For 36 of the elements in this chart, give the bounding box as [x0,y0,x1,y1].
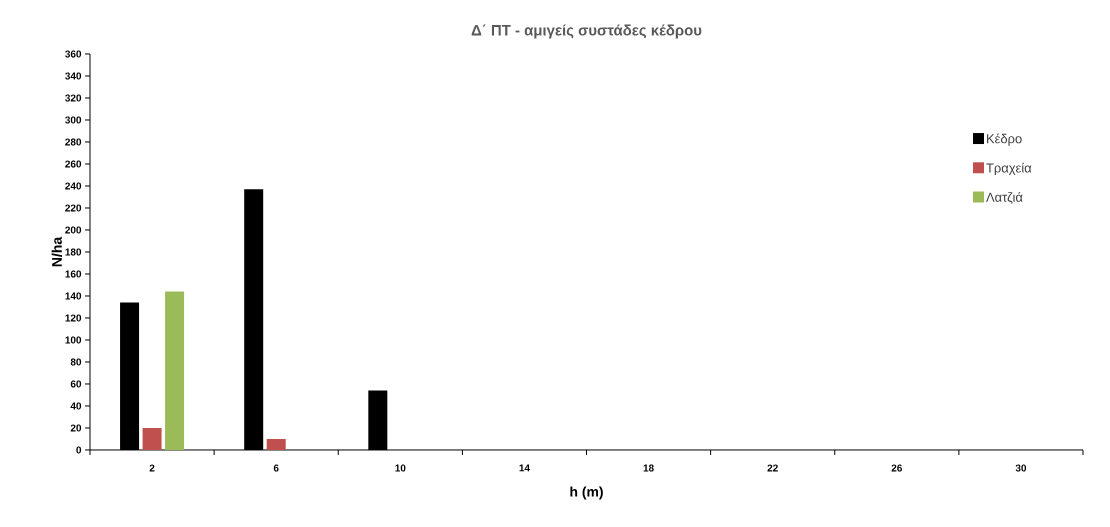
y-tick-label: 240 [65,182,82,190]
y-tick-label: 320 [65,94,82,102]
y-tick-label: 300 [65,116,82,124]
x-tick-label: 18 [643,464,654,472]
y-tick-label: 220 [65,204,82,212]
bar [266,438,286,450]
legend-label: Λατζιά [986,191,1023,204]
y-tick-label: 100 [65,336,82,344]
y-tick-label: 80 [70,358,82,366]
x-tick-label: 10 [395,464,406,472]
y-tick-label: 120 [65,314,82,322]
x-tick-label: 6 [273,464,279,472]
bar [165,291,185,450]
x-axis-title: h (m) [570,486,603,500]
x-tick-label: 22 [767,464,778,472]
x-tick-label: 26 [891,464,903,472]
chart-title: Δ΄ ΠΤ - αμιγείς συστάδες κέδρου [471,24,702,39]
y-tick-label: 140 [65,292,82,300]
legend-label: Κέδρο [987,133,1022,146]
legend-label: Τραχεία [986,162,1032,176]
y-tick-label: 280 [65,138,82,146]
y-tick-label: 360 [65,50,82,58]
x-tick-label: 14 [519,464,530,472]
y-tick-label: 160 [65,270,82,278]
x-tick-label: 30 [1015,464,1027,472]
y-tick-label: 0 [76,446,82,454]
y-tick-label: 200 [65,226,82,234]
y-tick-label: 260 [65,160,82,168]
y-tick-label: 180 [65,248,82,256]
x-tick-label: 2 [149,464,155,472]
y-axis-title: N/ha [51,236,63,267]
y-tick-label: 340 [65,72,82,80]
y-tick-label: 40 [70,402,82,410]
bar [142,427,162,450]
y-tick-label: 60 [70,380,82,388]
y-tick-label: 20 [70,424,82,432]
